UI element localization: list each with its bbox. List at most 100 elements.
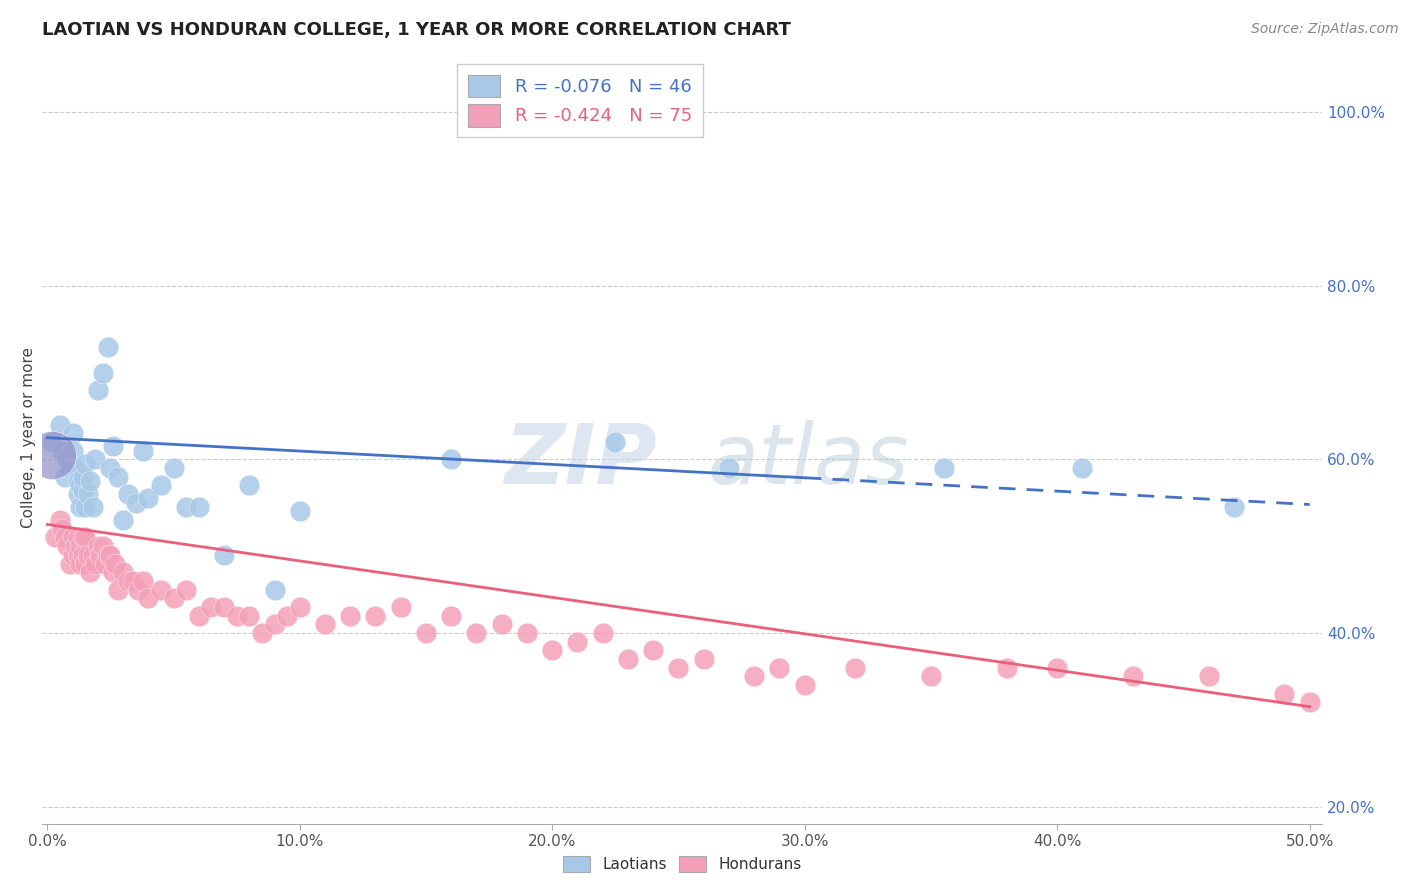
- Point: [69, 557, 91, 571]
- Point: [53, 469, 76, 483]
- Point: [100, 461, 122, 475]
- Point: [389, 599, 412, 614]
- Point: [117, 574, 139, 588]
- Text: atlas: atlas: [707, 420, 910, 501]
- Point: [605, 435, 627, 450]
- Point: [87, 539, 110, 553]
- Point: [339, 608, 361, 623]
- Point: [51, 522, 73, 536]
- Point: [72, 548, 94, 562]
- Point: [72, 483, 94, 497]
- Point: [91, 366, 114, 380]
- Point: [97, 340, 120, 354]
- Point: [63, 539, 86, 553]
- Point: [132, 574, 155, 588]
- Point: [276, 608, 298, 623]
- Point: [1274, 687, 1296, 701]
- Point: [56, 539, 79, 553]
- Point: [717, 461, 740, 475]
- Point: [53, 531, 76, 545]
- Point: [84, 557, 107, 571]
- Point: [162, 461, 184, 475]
- Point: [567, 634, 589, 648]
- Point: [491, 617, 513, 632]
- Point: [174, 500, 197, 515]
- Point: [263, 617, 285, 632]
- Point: [541, 643, 564, 657]
- Point: [76, 487, 98, 501]
- Point: [72, 469, 94, 483]
- Point: [100, 548, 122, 562]
- Point: [238, 478, 260, 492]
- Point: [59, 461, 82, 475]
- Point: [516, 626, 538, 640]
- Point: [693, 652, 716, 666]
- Point: [200, 599, 222, 614]
- Point: [56, 452, 79, 467]
- Point: [59, 557, 82, 571]
- Point: [124, 496, 146, 510]
- Point: [250, 626, 273, 640]
- Point: [66, 487, 89, 501]
- Point: [94, 557, 117, 571]
- Point: [132, 443, 155, 458]
- Point: [162, 591, 184, 606]
- Point: [136, 591, 159, 606]
- Point: [995, 660, 1018, 674]
- Point: [742, 669, 765, 683]
- Point: [107, 469, 129, 483]
- Point: [920, 669, 942, 683]
- Point: [1046, 660, 1069, 674]
- Point: [643, 643, 665, 657]
- Point: [314, 617, 336, 632]
- Point: [1298, 695, 1320, 709]
- Point: [149, 478, 172, 492]
- Point: [592, 626, 614, 640]
- Point: [69, 478, 91, 492]
- Point: [1071, 461, 1094, 475]
- Point: [41, 435, 63, 450]
- Point: [66, 548, 89, 562]
- Point: [97, 548, 120, 562]
- Point: [69, 500, 91, 515]
- Point: [79, 474, 101, 488]
- Point: [225, 608, 247, 623]
- Point: [82, 548, 104, 562]
- Text: ZIP: ZIP: [503, 420, 657, 501]
- Point: [41, 448, 63, 462]
- Point: [111, 565, 134, 579]
- Point: [187, 608, 209, 623]
- Point: [174, 582, 197, 597]
- Point: [104, 557, 127, 571]
- Point: [932, 461, 955, 475]
- Point: [84, 452, 107, 467]
- Point: [62, 531, 84, 545]
- Point: [212, 548, 235, 562]
- Point: [263, 582, 285, 597]
- Point: [668, 660, 690, 674]
- Text: Source: ZipAtlas.com: Source: ZipAtlas.com: [1251, 22, 1399, 37]
- Point: [415, 626, 437, 640]
- Y-axis label: College, 1 year or more: College, 1 year or more: [21, 347, 35, 528]
- Point: [107, 582, 129, 597]
- Point: [75, 531, 97, 545]
- Point: [89, 548, 111, 562]
- Point: [76, 548, 98, 562]
- Point: [111, 513, 134, 527]
- Point: [82, 500, 104, 515]
- Point: [288, 504, 311, 518]
- Point: [75, 457, 97, 471]
- Point: [101, 565, 124, 579]
- Point: [288, 599, 311, 614]
- Point: [72, 531, 94, 545]
- Point: [122, 574, 145, 588]
- Point: [66, 474, 89, 488]
- Point: [364, 608, 387, 623]
- Text: LAOTIAN VS HONDURAN COLLEGE, 1 YEAR OR MORE CORRELATION CHART: LAOTIAN VS HONDURAN COLLEGE, 1 YEAR OR M…: [42, 21, 792, 39]
- Point: [212, 599, 235, 614]
- Point: [1198, 669, 1220, 683]
- Point: [44, 531, 66, 545]
- Point: [187, 500, 209, 515]
- Point: [117, 487, 139, 501]
- Point: [1223, 500, 1246, 515]
